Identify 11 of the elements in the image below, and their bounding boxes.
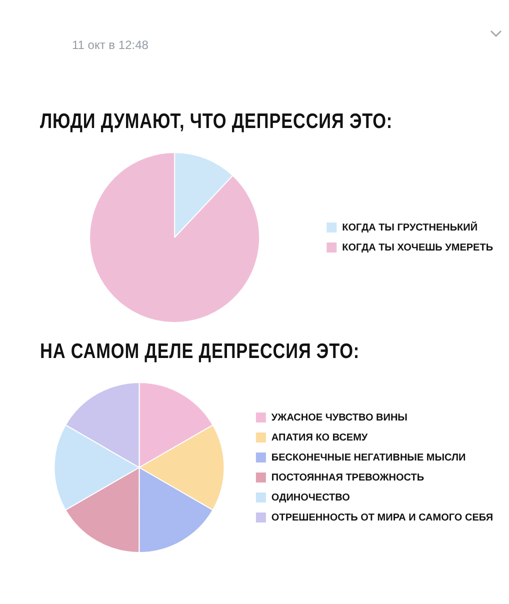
legend-label: КОГДА ТЫ ГРУСТНЕНЬКИЙ [342,220,478,234]
text: 11 окт в 12:48 [72,38,148,52]
legend-label: АПАТИЯ КО ВСЕМУ [271,432,368,444]
legend-label: БЕСКОНЕЧНЫЕ НЕГАТИВНЫЕ МЫСЛИ [271,452,466,464]
legend-label: КОГДА ТЫ ХОЧЕШЬ УМЕРЕТЬ [342,242,493,254]
legend-label: ОДИНОЧЕСТВО [271,492,350,504]
legend-label: ОТРЕШЕННОСТЬ ОТ МИРА И САМОГО СЕБЯ [271,512,494,524]
chart-title: НА САМОМ ДЕЛЕ ДЕПРЕССИЯ ЭТО: [40,340,360,364]
legend-label: ПОСТОЯННАЯ ТРЕВОЖНОСТЬ [271,472,424,484]
chart-title: ЛЮДИ ДУМАЮТ, ЧТО ДЕПРЕССИЯ ЭТО: [40,110,393,134]
legend-label: УЖАСНОЕ ЧУВСТВО ВИНЫ [271,412,408,424]
